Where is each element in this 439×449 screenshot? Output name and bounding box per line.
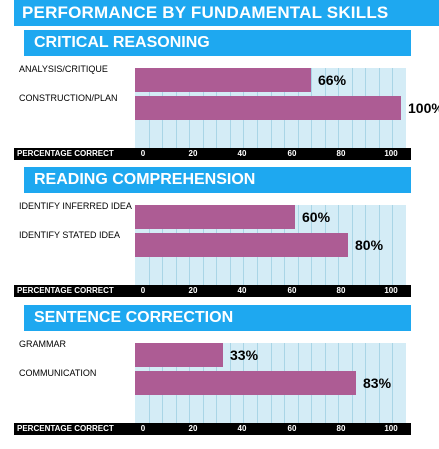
x-axis-label: PERCENTAGE CORRECT (17, 424, 114, 433)
x-tick-label: 80 (336, 286, 346, 295)
data-label: 60% (302, 209, 331, 225)
gridline (365, 343, 366, 423)
data-label: 66% (318, 72, 347, 88)
chart-title: READING COMPREHENSION (24, 167, 411, 193)
data-label: 80% (355, 237, 384, 253)
x-tick-label: 100 (384, 149, 398, 158)
bar (135, 96, 401, 120)
x-tick-label: 80 (336, 424, 346, 433)
category-label: IDENTIFY INFERRED IDEA (19, 201, 132, 211)
data-label: 100% (408, 100, 439, 116)
data-label: 33% (230, 347, 259, 363)
gridline (392, 205, 393, 285)
x-tick-label: 0 (140, 424, 146, 433)
x-tick-label: 20 (188, 149, 198, 158)
chart-panel: CRITICAL REASONING ANALYSIS/CRITIQUE 66% CO… (14, 30, 439, 160)
x-axis-bar: PERCENTAGE CORRECT 0 20 40 60 80 100 (14, 148, 411, 160)
x-tick-label: 20 (188, 286, 198, 295)
x-tick-label: 100 (384, 424, 398, 433)
category-label: IDENTIFY STATED IDEA (19, 230, 121, 240)
chart-panel: SENTENCE CORRECTION GRAMMAR 33% COMMUNICATI… (14, 305, 411, 435)
chart-title: SENTENCE CORRECTION (24, 305, 411, 331)
x-tick-label: 40 (237, 424, 247, 433)
gridline (379, 343, 380, 423)
x-tick-label: 20 (188, 424, 198, 433)
bar (135, 343, 223, 367)
category-label: ANALYSIS/CRITIQUE (19, 64, 108, 74)
x-axis-label: PERCENTAGE CORRECT (17, 149, 114, 158)
bar (135, 233, 348, 257)
x-axis-label: PERCENTAGE CORRECT (17, 286, 114, 295)
chart-title: CRITICAL REASONING (24, 30, 411, 56)
x-tick-label: 60 (287, 149, 297, 158)
main-title: PERFORMANCE BY FUNDAMENTAL SKILLS (14, 0, 439, 26)
x-tick-label: 80 (336, 149, 346, 158)
x-tick-label: 60 (287, 286, 297, 295)
x-tick-label: 40 (237, 286, 247, 295)
gridline (352, 205, 353, 285)
gridline (365, 205, 366, 285)
x-tick-label: 40 (237, 149, 247, 158)
x-tick-label: 0 (140, 149, 146, 158)
x-tick-label: 100 (384, 286, 398, 295)
gridline (392, 343, 393, 423)
bar (135, 371, 356, 395)
x-tick-label: 0 (140, 286, 146, 295)
x-axis-bar: PERCENTAGE CORRECT 0 20 40 60 80 100 (14, 285, 411, 297)
x-tick-label: 60 (287, 424, 297, 433)
chart-panel: READING COMPREHENSION IDENTIFY INFERRED I… (14, 167, 411, 297)
category-label: CONSTRUCTION/PLAN (19, 93, 118, 103)
bar (135, 205, 295, 229)
gridline (379, 205, 380, 285)
category-label: COMMUNICATION (19, 368, 97, 378)
x-axis-bar: PERCENTAGE CORRECT 0 20 40 60 80 100 (14, 423, 411, 435)
bar (135, 68, 311, 92)
data-label: 83% (363, 375, 392, 391)
category-label: GRAMMAR (19, 339, 66, 349)
